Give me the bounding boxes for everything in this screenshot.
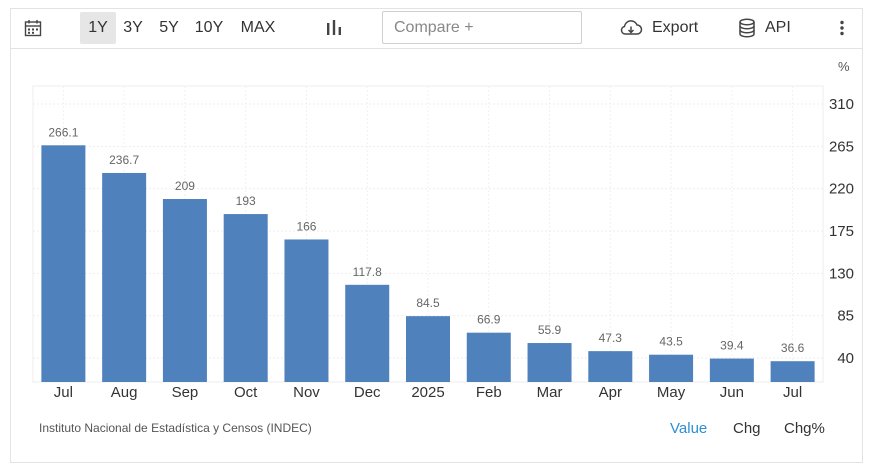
bar [162, 199, 207, 382]
x-tick-label: Jun [720, 384, 744, 401]
bar [709, 358, 754, 382]
data-label: 266.1 [48, 125, 78, 139]
source-text: Instituto Nacional de Estadística y Cens… [39, 421, 312, 435]
bar [223, 214, 268, 382]
y-tick-label: 40 [837, 350, 854, 367]
cloud-download-icon [619, 19, 643, 37]
x-tick-label: 2025 [411, 384, 444, 401]
x-tick-label: Dec [354, 384, 381, 401]
bar [406, 316, 450, 382]
data-label: 166 [296, 219, 316, 233]
x-tick-label: May [657, 384, 686, 401]
compare-input[interactable]: Compare + [382, 11, 582, 44]
y-tick-label: 310 [829, 96, 854, 113]
data-label: 193 [236, 194, 256, 208]
bar [41, 145, 86, 382]
mode-chg-tab[interactable]: Chg [733, 420, 761, 437]
mode-value-tab[interactable]: Value [670, 420, 708, 437]
bar [345, 284, 390, 382]
bar [102, 172, 147, 382]
x-tick-label: Apr [599, 384, 622, 401]
y-tick-label: 220 [829, 181, 854, 198]
x-tick-label: Aug [111, 384, 138, 401]
y-tick-label: 85 [837, 308, 854, 325]
database-icon [738, 18, 756, 38]
api-label: API [765, 19, 791, 36]
x-tick-label: Nov [293, 384, 320, 401]
data-label: 66.9 [477, 313, 501, 327]
data-label: 43.5 [659, 335, 683, 349]
x-tick-label: Oct [234, 384, 258, 401]
bar-chart-icon[interactable] [323, 8, 345, 48]
x-tick-label: Jul [783, 384, 802, 401]
data-label: 236.7 [109, 153, 139, 167]
calendar-icon[interactable] [22, 8, 44, 48]
range-1y-button[interactable]: 1Y [80, 12, 116, 44]
bar [649, 354, 694, 382]
export-label: Export [652, 19, 699, 36]
mode-chg-percent-tab[interactable]: Chg% [784, 420, 825, 437]
data-label: 117.8 [353, 265, 382, 279]
data-label: 55.9 [538, 323, 562, 337]
data-label: 36.6 [781, 341, 805, 355]
data-label: 47.3 [599, 331, 623, 345]
x-tick-label: Feb [476, 384, 502, 401]
x-tick-label: Jul [54, 384, 73, 401]
api-button[interactable]: API [738, 8, 791, 48]
range-5y-button[interactable]: 5Y [159, 19, 179, 36]
bar [527, 343, 572, 382]
toolbar: 1Y 3Y 5Y 10Y MAX Compare + Export [10, 8, 863, 49]
x-tick-label: Sep [172, 384, 199, 401]
y-tick-label: 265 [829, 138, 854, 155]
more-vertical-icon[interactable] [832, 8, 852, 48]
bar [284, 239, 329, 382]
range-max-button[interactable]: MAX [240, 19, 276, 36]
y-tick-label: 175 [829, 223, 854, 240]
bar [588, 351, 633, 382]
y-axis-unit: % [838, 59, 850, 74]
export-button[interactable]: Export [619, 8, 698, 48]
bar [770, 361, 815, 382]
y-tick-label: 130 [829, 265, 854, 282]
range-10y-button[interactable]: 10Y [194, 19, 224, 36]
x-tick-label: Mar [537, 384, 563, 401]
data-label: 39.4 [720, 339, 744, 353]
range-3y-button[interactable]: 3Y [123, 19, 143, 36]
bar [466, 332, 511, 382]
data-label: 209 [175, 179, 195, 193]
data-label: 84.5 [416, 296, 440, 310]
chart-panel [10, 8, 863, 463]
